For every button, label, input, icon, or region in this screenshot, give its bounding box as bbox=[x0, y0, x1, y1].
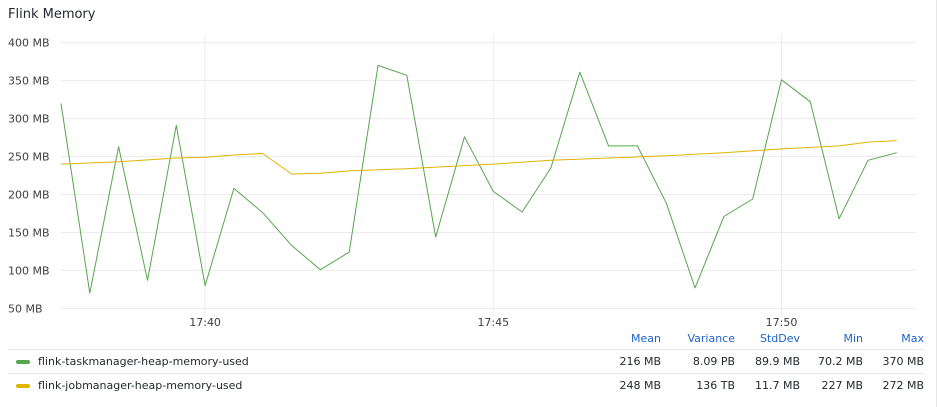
data-point[interactable] bbox=[779, 146, 785, 152]
data-point[interactable] bbox=[490, 161, 496, 167]
data-point[interactable] bbox=[144, 277, 150, 283]
y-tick-label: 200 MB bbox=[8, 188, 50, 201]
y-tick-label: 300 MB bbox=[8, 113, 50, 126]
x-tick-label: 17:50 bbox=[766, 316, 798, 327]
y-tick-label: 400 MB bbox=[8, 37, 50, 50]
data-point[interactable] bbox=[404, 166, 410, 172]
legend-value-mean: 216 MB bbox=[619, 355, 661, 368]
data-point[interactable] bbox=[461, 134, 467, 140]
data-point[interactable] bbox=[202, 283, 208, 289]
data-point[interactable] bbox=[721, 150, 727, 156]
data-point[interactable] bbox=[317, 267, 323, 273]
data-point[interactable] bbox=[721, 214, 727, 220]
legend-header: Mean Variance StdDev Min Max bbox=[8, 327, 924, 349]
data-point[interactable] bbox=[87, 290, 93, 296]
legend-header-min[interactable]: Min bbox=[843, 331, 863, 345]
legend-series-name[interactable]: flink-taskmanager-heap-memory-used bbox=[38, 355, 249, 368]
grid bbox=[61, 35, 916, 316]
series-line-taskmanager[interactable] bbox=[60, 64, 897, 294]
data-point[interactable] bbox=[58, 100, 64, 106]
data-point[interactable] bbox=[779, 77, 785, 83]
y-tick-label: 350 MB bbox=[8, 75, 50, 88]
legend-table: Mean Variance StdDev Min Max flink-taskm… bbox=[8, 327, 924, 397]
data-point[interactable] bbox=[202, 154, 208, 160]
legend-value-max: 272 MB bbox=[882, 379, 924, 392]
data-point[interactable] bbox=[260, 210, 266, 216]
series-layer bbox=[58, 62, 900, 296]
legend-row-jobmanager[interactable]: flink-jobmanager-heap-memory-used 248 MB… bbox=[8, 373, 924, 397]
x-axis: 17:40 17:45 17:50 bbox=[189, 316, 797, 327]
data-point[interactable] bbox=[58, 161, 64, 167]
data-point[interactable] bbox=[663, 153, 669, 159]
data-point[interactable] bbox=[519, 209, 525, 215]
line-chart[interactable]: 50 MB 100 MB 150 MB 200 MB 250 MB 300 MB 350 M… bbox=[0, 0, 937, 327]
data-point[interactable] bbox=[548, 157, 554, 163]
legend-swatch-jobmanager[interactable] bbox=[16, 383, 30, 388]
data-point[interactable] bbox=[836, 216, 842, 222]
data-point[interactable] bbox=[116, 144, 122, 150]
legend-value-variance: 136 TB bbox=[696, 379, 735, 392]
legend-value-mean: 248 MB bbox=[619, 379, 661, 392]
data-point[interactable] bbox=[548, 165, 554, 171]
legend-header-stddev[interactable]: StdDev bbox=[759, 331, 800, 345]
data-point[interactable] bbox=[375, 62, 381, 68]
legend-header-max[interactable]: Max bbox=[901, 331, 924, 345]
data-point[interactable] bbox=[865, 157, 871, 163]
data-point[interactable] bbox=[836, 143, 842, 149]
data-point[interactable] bbox=[577, 69, 583, 75]
data-point[interactable] bbox=[865, 139, 871, 145]
data-point[interactable] bbox=[692, 285, 698, 291]
panel-title[interactable]: Flink Memory bbox=[8, 7, 96, 22]
data-point[interactable] bbox=[317, 170, 323, 176]
y-tick-label: 150 MB bbox=[8, 226, 50, 239]
y-tick-label: 250 MB bbox=[8, 151, 50, 164]
data-point[interactable] bbox=[433, 234, 439, 240]
y-tick-label: 100 MB bbox=[8, 264, 50, 277]
data-point[interactable] bbox=[894, 150, 900, 156]
data-point[interactable] bbox=[346, 249, 352, 255]
y-tick-label: 50 MB bbox=[8, 302, 43, 315]
data-point[interactable] bbox=[116, 159, 122, 165]
legend-value-variance: 8.09 PB bbox=[692, 355, 735, 368]
data-point[interactable] bbox=[663, 200, 669, 206]
legend-value-stddev: 11.7 MB bbox=[754, 379, 800, 392]
data-point[interactable] bbox=[606, 155, 612, 161]
legend-value-min: 227 MB bbox=[821, 379, 863, 392]
data-point[interactable] bbox=[433, 164, 439, 170]
data-point[interactable] bbox=[750, 196, 756, 202]
legend-header-mean[interactable]: Mean bbox=[631, 331, 661, 345]
legend-swatch-taskmanager[interactable] bbox=[16, 359, 30, 364]
data-point[interactable] bbox=[173, 155, 179, 161]
x-tick-label: 17:40 bbox=[189, 316, 221, 327]
data-point[interactable] bbox=[807, 99, 813, 105]
data-point[interactable] bbox=[490, 188, 496, 194]
data-point[interactable] bbox=[231, 152, 237, 158]
legend-value-stddev: 89.9 MB bbox=[754, 355, 800, 368]
legend-value-min: 70.2 MB bbox=[817, 355, 863, 368]
data-point[interactable] bbox=[404, 72, 410, 78]
data-point[interactable] bbox=[289, 171, 295, 177]
data-point[interactable] bbox=[289, 242, 295, 248]
x-tick-label: 17:45 bbox=[477, 316, 509, 327]
data-point[interactable] bbox=[173, 122, 179, 128]
data-point[interactable] bbox=[231, 185, 237, 191]
data-point[interactable] bbox=[606, 143, 612, 149]
legend-header-variance[interactable]: Variance bbox=[687, 331, 735, 345]
y-axis: 50 MB 100 MB 150 MB 200 MB 250 MB 300 MB 350 M… bbox=[8, 37, 50, 316]
data-point[interactable] bbox=[346, 168, 352, 174]
series-line-jobmanager[interactable] bbox=[60, 140, 897, 175]
data-point[interactable] bbox=[894, 138, 900, 144]
legend-value-max: 370 MB bbox=[882, 355, 924, 368]
legend-series-name[interactable]: flink-jobmanager-heap-memory-used bbox=[38, 379, 243, 392]
data-point[interactable] bbox=[634, 143, 640, 149]
data-point[interactable] bbox=[260, 150, 266, 156]
legend-row-taskmanager[interactable]: flink-taskmanager-heap-memory-used 216 M… bbox=[8, 349, 924, 373]
